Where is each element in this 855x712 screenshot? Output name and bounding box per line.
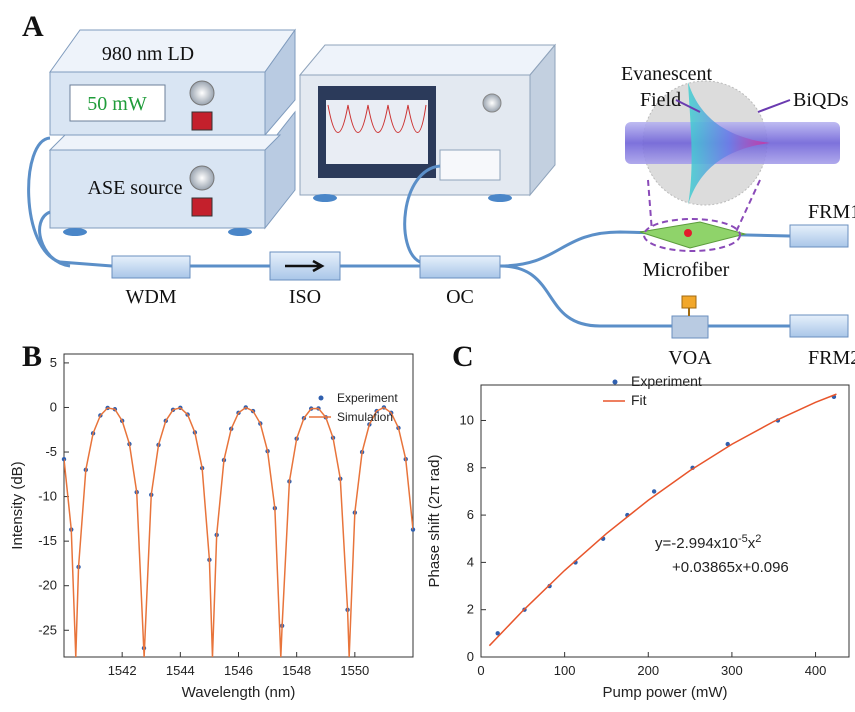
y-tick-label: 2 [467, 602, 474, 617]
y-axis-label: Intensity (dB) [9, 461, 26, 549]
y-tick-label: -10 [38, 489, 57, 504]
x-axis-label: Wavelength (nm) [182, 684, 296, 701]
equation-part: y=-2.994x10 [655, 535, 738, 552]
panel-label: A [22, 10, 44, 43]
box-top [50, 135, 280, 150]
arrow [758, 100, 790, 112]
y-tick-label: -5 [45, 444, 57, 459]
x-tick-label: 1542 [108, 663, 137, 678]
y-tick-label: 6 [467, 507, 474, 522]
x-tick-label: 0 [477, 663, 484, 678]
ld-title: 980 nm LD [102, 43, 194, 65]
y-tick-label: 0 [467, 649, 474, 664]
y-tick-label: -20 [38, 578, 57, 593]
y-tick-label: 4 [467, 554, 474, 569]
y-tick-label: 5 [50, 355, 57, 370]
frm1-label: FRM1 [808, 201, 855, 223]
panel-label: B [22, 340, 42, 373]
port-panel [440, 150, 500, 180]
oc-label: OC [446, 286, 474, 308]
legend-label: Experiment [337, 391, 398, 405]
biqd-spot [684, 229, 692, 237]
x-tick-label: 1544 [166, 663, 195, 678]
series-line [489, 394, 836, 646]
legend-swatch [613, 380, 618, 385]
voa [672, 316, 708, 338]
dial [483, 94, 501, 112]
ase-title: ASE source [88, 177, 183, 199]
x-tick-label: 300 [721, 663, 743, 678]
microfiber-label: Microfiber [643, 259, 730, 281]
evanescent-label: Field [640, 89, 681, 111]
equation: +0.03865x+0.096 [672, 559, 789, 576]
x-tick-label: 200 [637, 663, 659, 678]
frm2 [790, 315, 848, 337]
legend-label: Fit [631, 392, 647, 408]
y-tick-label: -25 [38, 622, 57, 637]
voa-knob [682, 296, 696, 308]
chart: 1542 1544 1546 1548 1550 5 0 -5 -10 -15 -20 -25 Wave… [9, 354, 415, 701]
setup-diagram: A 980 nm LD 50 mW ASE source WDM ISO OC … [22, 10, 855, 369]
oc [420, 256, 500, 278]
legend-label: Simulation [337, 410, 393, 424]
equation-part: 2 [755, 533, 761, 545]
biqds-label: BiQDs [793, 89, 849, 111]
y-tick-label: 8 [467, 460, 474, 475]
voa-label: VOA [668, 347, 712, 369]
knob [190, 81, 214, 105]
equation-part: -5 [738, 533, 748, 545]
data-point [652, 489, 656, 493]
foot [228, 228, 252, 236]
knob [190, 166, 214, 190]
plot-frame [481, 385, 849, 657]
y-axis-label: Phase shift (2π rad) [426, 455, 443, 588]
power-readout: 50 mW [87, 93, 147, 115]
equation: y=-2.994x10-5x2 [655, 533, 761, 552]
y-tick-label: -15 [38, 533, 57, 548]
iso-label: ISO [289, 286, 321, 308]
switch [192, 112, 212, 130]
x-tick-label: 1548 [282, 663, 311, 678]
foot [313, 194, 337, 202]
chart: 0 100 200 300 400 0 2 4 6 8 10 Pump power (mW) Phase… [426, 373, 849, 701]
x-axis-label: Pump power (mW) [602, 684, 727, 701]
legend-swatch [319, 396, 324, 401]
switch [192, 198, 212, 216]
y-tick-label: 10 [460, 412, 474, 427]
y-tick-label: 0 [50, 399, 57, 414]
wdm-label: WDM [125, 286, 176, 308]
panel-label: C [452, 340, 474, 373]
legend-label: Experiment [631, 373, 702, 389]
series-line [64, 407, 413, 657]
wdm [112, 256, 190, 278]
x-tick-label: 400 [805, 663, 827, 678]
frm1 [790, 225, 848, 247]
x-tick-label: 100 [554, 663, 576, 678]
foot [488, 194, 512, 202]
frm2-label: FRM2 [808, 347, 855, 369]
evanescent-label: Evanescent [621, 63, 713, 85]
x-tick-label: 1546 [224, 663, 253, 678]
box-top [300, 45, 555, 75]
foot [63, 228, 87, 236]
figure: A 980 nm LD 50 mW ASE source WDM ISO OC … [0, 0, 855, 712]
x-tick-label: 1550 [340, 663, 369, 678]
